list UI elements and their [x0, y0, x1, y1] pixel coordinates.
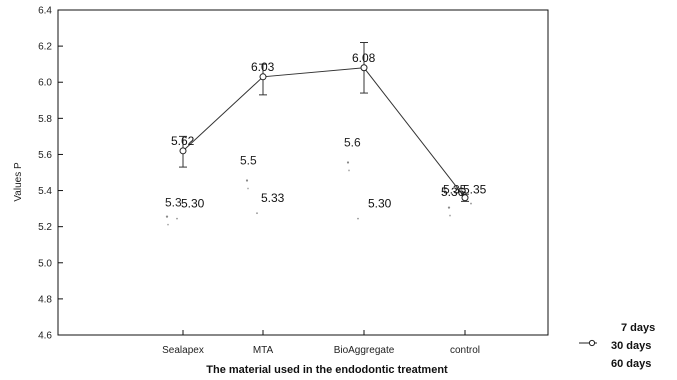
- point-60-days: [470, 202, 472, 205]
- y-tick-label: 6.2: [38, 42, 52, 53]
- point-60-days: [357, 217, 359, 220]
- data-label-60-days: 5.30: [368, 197, 392, 211]
- point-7-days-whisker: [449, 214, 451, 217]
- x-axis-ticks: Sealapex MTA BioAggregate control: [162, 330, 480, 356]
- x-tick-label: BioAggregate: [334, 345, 395, 356]
- point-7-days: [346, 161, 350, 164]
- point-60-days: [256, 212, 258, 215]
- point-7-days: [447, 206, 451, 209]
- legend: 7 days 30 days 60 days: [579, 322, 655, 370]
- point-7-days-whisker: [247, 187, 249, 190]
- data-label-7-days: 5.5: [240, 154, 257, 168]
- y-tick-label: 5.6: [38, 150, 52, 161]
- data-label-60-days: 5.35: [463, 183, 487, 197]
- point-30-days: [259, 73, 267, 81]
- plot-border: [57, 9, 549, 336]
- series-30-days: 5.62 6.03 6.08 5.36: [171, 42, 469, 202]
- legend-marker-30-days: [588, 339, 596, 347]
- point-7-days: [245, 179, 249, 182]
- y-tick-label: 5.8: [38, 114, 52, 125]
- y-tick-label: 6.0: [38, 78, 52, 89]
- x-axis-title: The material used in the endodontic trea…: [206, 364, 448, 376]
- plot-frame: [57, 9, 549, 336]
- data-label-60-days: 5.30: [181, 197, 205, 211]
- series-7-days: 5.35.55.65.35: [165, 135, 467, 226]
- point-7-days-whisker: [167, 223, 169, 226]
- y-tick-label: 5.4: [38, 186, 52, 197]
- x-tick-label: MTA: [253, 345, 274, 356]
- data-label-30-days: 5.62: [171, 134, 195, 148]
- legend-label-60-days: 60 days: [611, 358, 651, 370]
- line-30-days: [182, 67, 466, 199]
- y-tick-label: 6.4: [38, 6, 52, 17]
- y-tick-label: 5.0: [38, 258, 52, 269]
- data-label-60-days: 5.33: [261, 191, 285, 205]
- y-tick-label: 5.2: [38, 222, 52, 233]
- point-30-days: [360, 64, 368, 72]
- point-30-days: [461, 194, 469, 202]
- data-label-30-days: 6.08: [352, 51, 376, 65]
- data-label-30-days: 5.36: [441, 185, 465, 199]
- y-tick-label: 4.8: [38, 294, 52, 305]
- series-60-days: 5.30 5.33 5.30 5.35: [176, 183, 487, 220]
- point-7-days-whisker: [348, 169, 350, 172]
- data-label-7-days: 5.6: [344, 135, 361, 149]
- x-tick-label: Sealapex: [162, 345, 204, 356]
- point-7-days: [165, 215, 169, 218]
- legend-label-7-days: 7 days: [621, 322, 655, 334]
- point-60-days: [176, 217, 178, 220]
- legend-label-30-days: 30 days: [611, 340, 651, 352]
- y-tick-label: 4.6: [38, 331, 52, 342]
- point-30-days: [179, 147, 187, 155]
- data-label-30-days: 6.03: [251, 60, 275, 74]
- data-label-7-days: 5.3: [165, 196, 182, 210]
- y-axis-title: Values P: [13, 162, 24, 202]
- x-tick-label: control: [450, 345, 480, 356]
- y-axis-ticks: 6.4 6.2 6.0 5.8 5.6 5.4 5.2 5.0 4.8 4.6: [38, 6, 63, 342]
